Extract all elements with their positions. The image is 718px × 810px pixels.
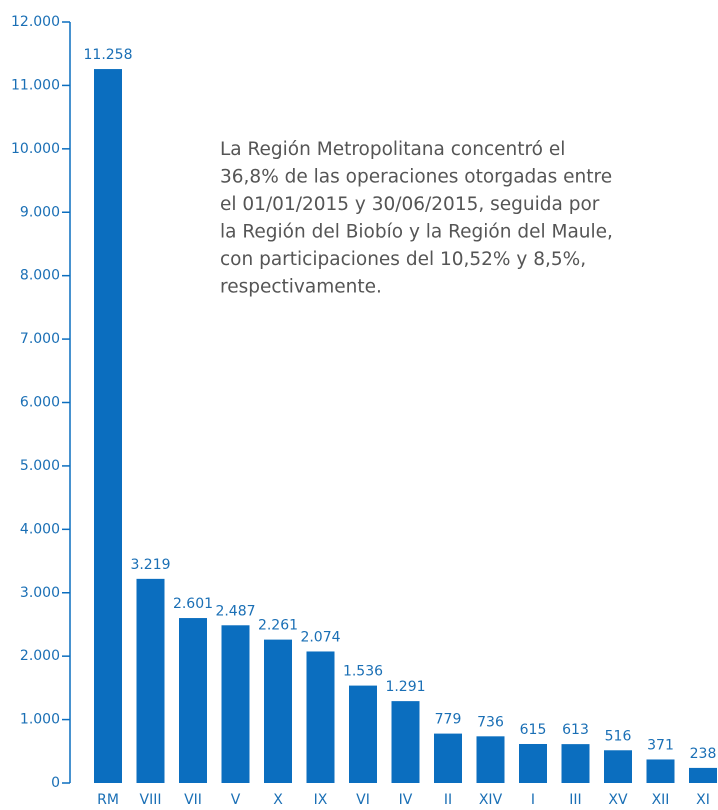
bar — [604, 750, 632, 783]
bar — [264, 639, 292, 783]
annotation-line: 36,8% de las operaciones otorgadas entre — [220, 167, 612, 188]
y-tick-label: 3.000 — [20, 585, 60, 601]
bar — [476, 736, 505, 783]
bar — [689, 767, 717, 783]
y-tick-label: 5.000 — [20, 458, 60, 474]
x-tick-label: VII — [184, 792, 202, 808]
bar — [434, 733, 462, 783]
bar — [179, 618, 207, 783]
value-label: 3.219 — [130, 557, 170, 573]
value-label: 2.261 — [258, 618, 298, 634]
y-tick-label: 8.000 — [20, 268, 60, 284]
value-label: 1.291 — [385, 679, 425, 695]
x-tick-label: IV — [399, 792, 413, 808]
x-tick-label: XIV — [479, 792, 503, 808]
annotation-line: con participaciones del 10,52% y 8,5%, — [220, 249, 586, 270]
bar — [306, 651, 335, 783]
value-label: 1.536 — [343, 664, 383, 680]
x-tick-label: V — [231, 792, 241, 808]
y-tick-label: 0 — [51, 775, 60, 791]
x-tick-label: XII — [652, 792, 670, 808]
bar — [391, 701, 420, 783]
x-tick-label: VI — [356, 792, 370, 808]
x-tick-label: VIII — [140, 792, 162, 808]
value-label: 516 — [605, 728, 632, 744]
bar — [646, 759, 675, 783]
y-tick-label: 2.000 — [20, 648, 60, 664]
annotation-line: el 01/01/2015 y 30/06/2015, seguida por — [220, 194, 600, 215]
bar — [221, 625, 250, 783]
value-label: 2.601 — [173, 596, 213, 612]
bar — [561, 744, 590, 783]
value-label: 238 — [690, 746, 717, 762]
value-label: 615 — [520, 722, 547, 738]
y-tick-label: 6.000 — [20, 395, 60, 411]
y-tick-label: 10.000 — [11, 141, 60, 157]
x-tick-label: IX — [314, 792, 328, 808]
y-tick-label: 7.000 — [20, 331, 60, 347]
y-tick-label: 11.000 — [11, 77, 60, 93]
y-tick-label: 12.000 — [11, 14, 60, 30]
annotation-line: La Región Metropolitana concentró el — [220, 139, 565, 160]
x-tick-label: RM — [97, 792, 119, 808]
x-tick-label: III — [569, 792, 581, 808]
x-tick-label: X — [273, 792, 283, 808]
value-label: 613 — [562, 722, 589, 738]
bar — [94, 69, 122, 783]
value-label: 11.258 — [84, 47, 133, 63]
y-tick-label: 4.000 — [20, 521, 60, 537]
bar — [136, 578, 165, 783]
x-tick-label: XI — [696, 792, 710, 808]
bar — [519, 743, 547, 783]
value-label: 779 — [435, 712, 462, 728]
x-tick-label: I — [531, 792, 535, 808]
x-tick-label: II — [444, 792, 452, 808]
annotation-line: la Región del Biobío y la Región del Mau… — [220, 222, 613, 243]
bar — [349, 685, 377, 783]
value-label: 2.074 — [300, 629, 340, 645]
value-label: 736 — [477, 714, 504, 730]
x-tick-label: XV — [608, 792, 628, 808]
y-tick-label: 9.000 — [20, 204, 60, 220]
value-label: 371 — [647, 737, 674, 753]
y-tick-label: 1.000 — [20, 712, 60, 728]
value-label: 2.487 — [215, 603, 255, 619]
annotation-line: respectivamente. — [220, 277, 382, 298]
